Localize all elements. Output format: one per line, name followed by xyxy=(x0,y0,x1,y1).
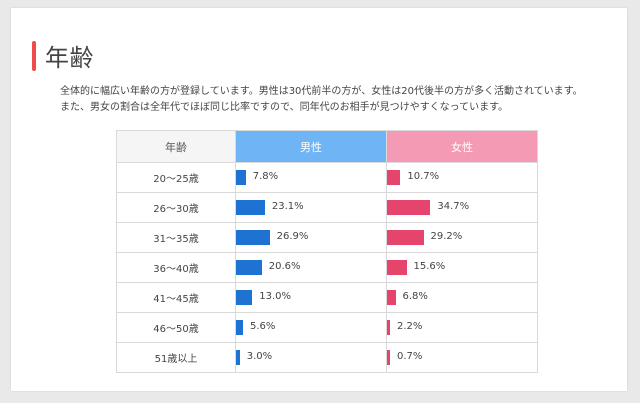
female-percentage-label: 2.2% xyxy=(397,321,423,332)
header-age: 年齢 xyxy=(116,130,236,163)
header-male: 男性 xyxy=(235,130,387,163)
age-range-cell: 20〜25歳 xyxy=(116,162,236,193)
female-percentage-label: 29.2% xyxy=(430,231,463,242)
section-title: 年齢 xyxy=(45,44,94,72)
female-percentage-label: 34.7% xyxy=(437,201,470,212)
female-value-cell: 15.6% xyxy=(386,252,538,283)
male-bar xyxy=(236,200,265,215)
female-bar xyxy=(387,170,401,185)
header-female: 女性 xyxy=(386,130,538,163)
table-header-row: 年齢 男性 女性 xyxy=(116,130,538,163)
age-range-cell: 31〜35歳 xyxy=(116,222,236,253)
female-value-cell: 6.8% xyxy=(386,282,538,313)
female-value-cell: 29.2% xyxy=(386,222,538,253)
male-value-cell: 26.9% xyxy=(235,222,387,253)
age-distribution-table: 年齢 男性 女性 20〜25歳 7.8% 10.7% 26〜30歳 23.1% 34.7%… xyxy=(116,130,538,373)
male-value-cell: 5.6% xyxy=(235,312,387,343)
male-value-cell: 7.8% xyxy=(235,162,387,193)
male-bar xyxy=(236,350,240,365)
heading-accent-bar xyxy=(32,40,36,71)
table-row: 20〜25歳 7.8% 10.7% xyxy=(116,162,538,193)
description-line-1: 全体的に幅広い年齢の方が登録しています。男性は30代前半の方が、女性は20代後半… xyxy=(60,86,583,97)
female-percentage-label: 6.8% xyxy=(402,291,428,302)
female-percentage-label: 10.7% xyxy=(407,171,440,182)
male-percentage-label: 3.0% xyxy=(246,351,273,362)
female-bar xyxy=(387,200,431,215)
male-bar xyxy=(236,230,270,245)
female-bar xyxy=(387,290,396,305)
female-bar xyxy=(387,350,390,365)
female-value-cell: 34.7% xyxy=(386,192,538,223)
female-value-cell: 10.7% xyxy=(386,162,538,193)
table-row: 51歳以上 3.0% 0.7% xyxy=(116,342,538,373)
female-percentage-label: 15.6% xyxy=(413,261,446,272)
male-percentage-label: 7.8% xyxy=(252,171,279,182)
table-row: 31〜35歳 26.9% 29.2% xyxy=(116,222,538,253)
male-bar xyxy=(236,170,246,185)
male-percentage-label: 20.6% xyxy=(268,261,301,272)
description-line-2: また、男女の割合は全年代でほぼ同じ比率ですので、同年代のお相手が見つけやすくなっ… xyxy=(60,102,509,113)
age-range-cell: 41〜45歳 xyxy=(116,282,236,313)
male-value-cell: 20.6% xyxy=(235,252,387,283)
female-percentage-label: 0.7% xyxy=(397,351,423,362)
female-bar xyxy=(387,320,390,335)
male-value-cell: 13.0% xyxy=(235,282,387,313)
female-value-cell: 2.2% xyxy=(386,312,538,343)
male-percentage-label: 26.9% xyxy=(276,231,309,242)
age-range-cell: 36〜40歳 xyxy=(116,252,236,283)
age-range-cell: 51歳以上 xyxy=(116,342,236,373)
male-bar xyxy=(236,320,243,335)
male-value-cell: 23.1% xyxy=(235,192,387,223)
male-percentage-label: 5.6% xyxy=(250,321,276,332)
male-percentage-label: 13.0% xyxy=(259,291,292,302)
table-row: 41〜45歳 13.0% 6.8% xyxy=(116,282,538,313)
age-range-cell: 46〜50歳 xyxy=(116,312,236,343)
section-description: 全体的に幅広い年齢の方が登録しています。男性は30代前半の方が、女性は20代後半… xyxy=(60,84,600,116)
female-bar xyxy=(387,260,407,275)
male-bar xyxy=(236,290,253,305)
male-percentage-label: 23.1% xyxy=(271,201,304,212)
table-body: 20〜25歳 7.8% 10.7% 26〜30歳 23.1% 34.7% 31〜35歳 26.… xyxy=(116,162,538,373)
table-row: 36〜40歳 20.6% 15.6% xyxy=(116,252,538,283)
table-row: 26〜30歳 23.1% 34.7% xyxy=(116,192,538,223)
table-row: 46〜50歳 5.6% 2.2% xyxy=(116,312,538,343)
female-value-cell: 0.7% xyxy=(386,342,538,373)
female-bar xyxy=(387,230,424,245)
male-bar xyxy=(236,260,262,275)
male-value-cell: 3.0% xyxy=(235,342,387,373)
section-heading: 年齢 xyxy=(32,38,94,73)
age-range-cell: 26〜30歳 xyxy=(116,192,236,223)
